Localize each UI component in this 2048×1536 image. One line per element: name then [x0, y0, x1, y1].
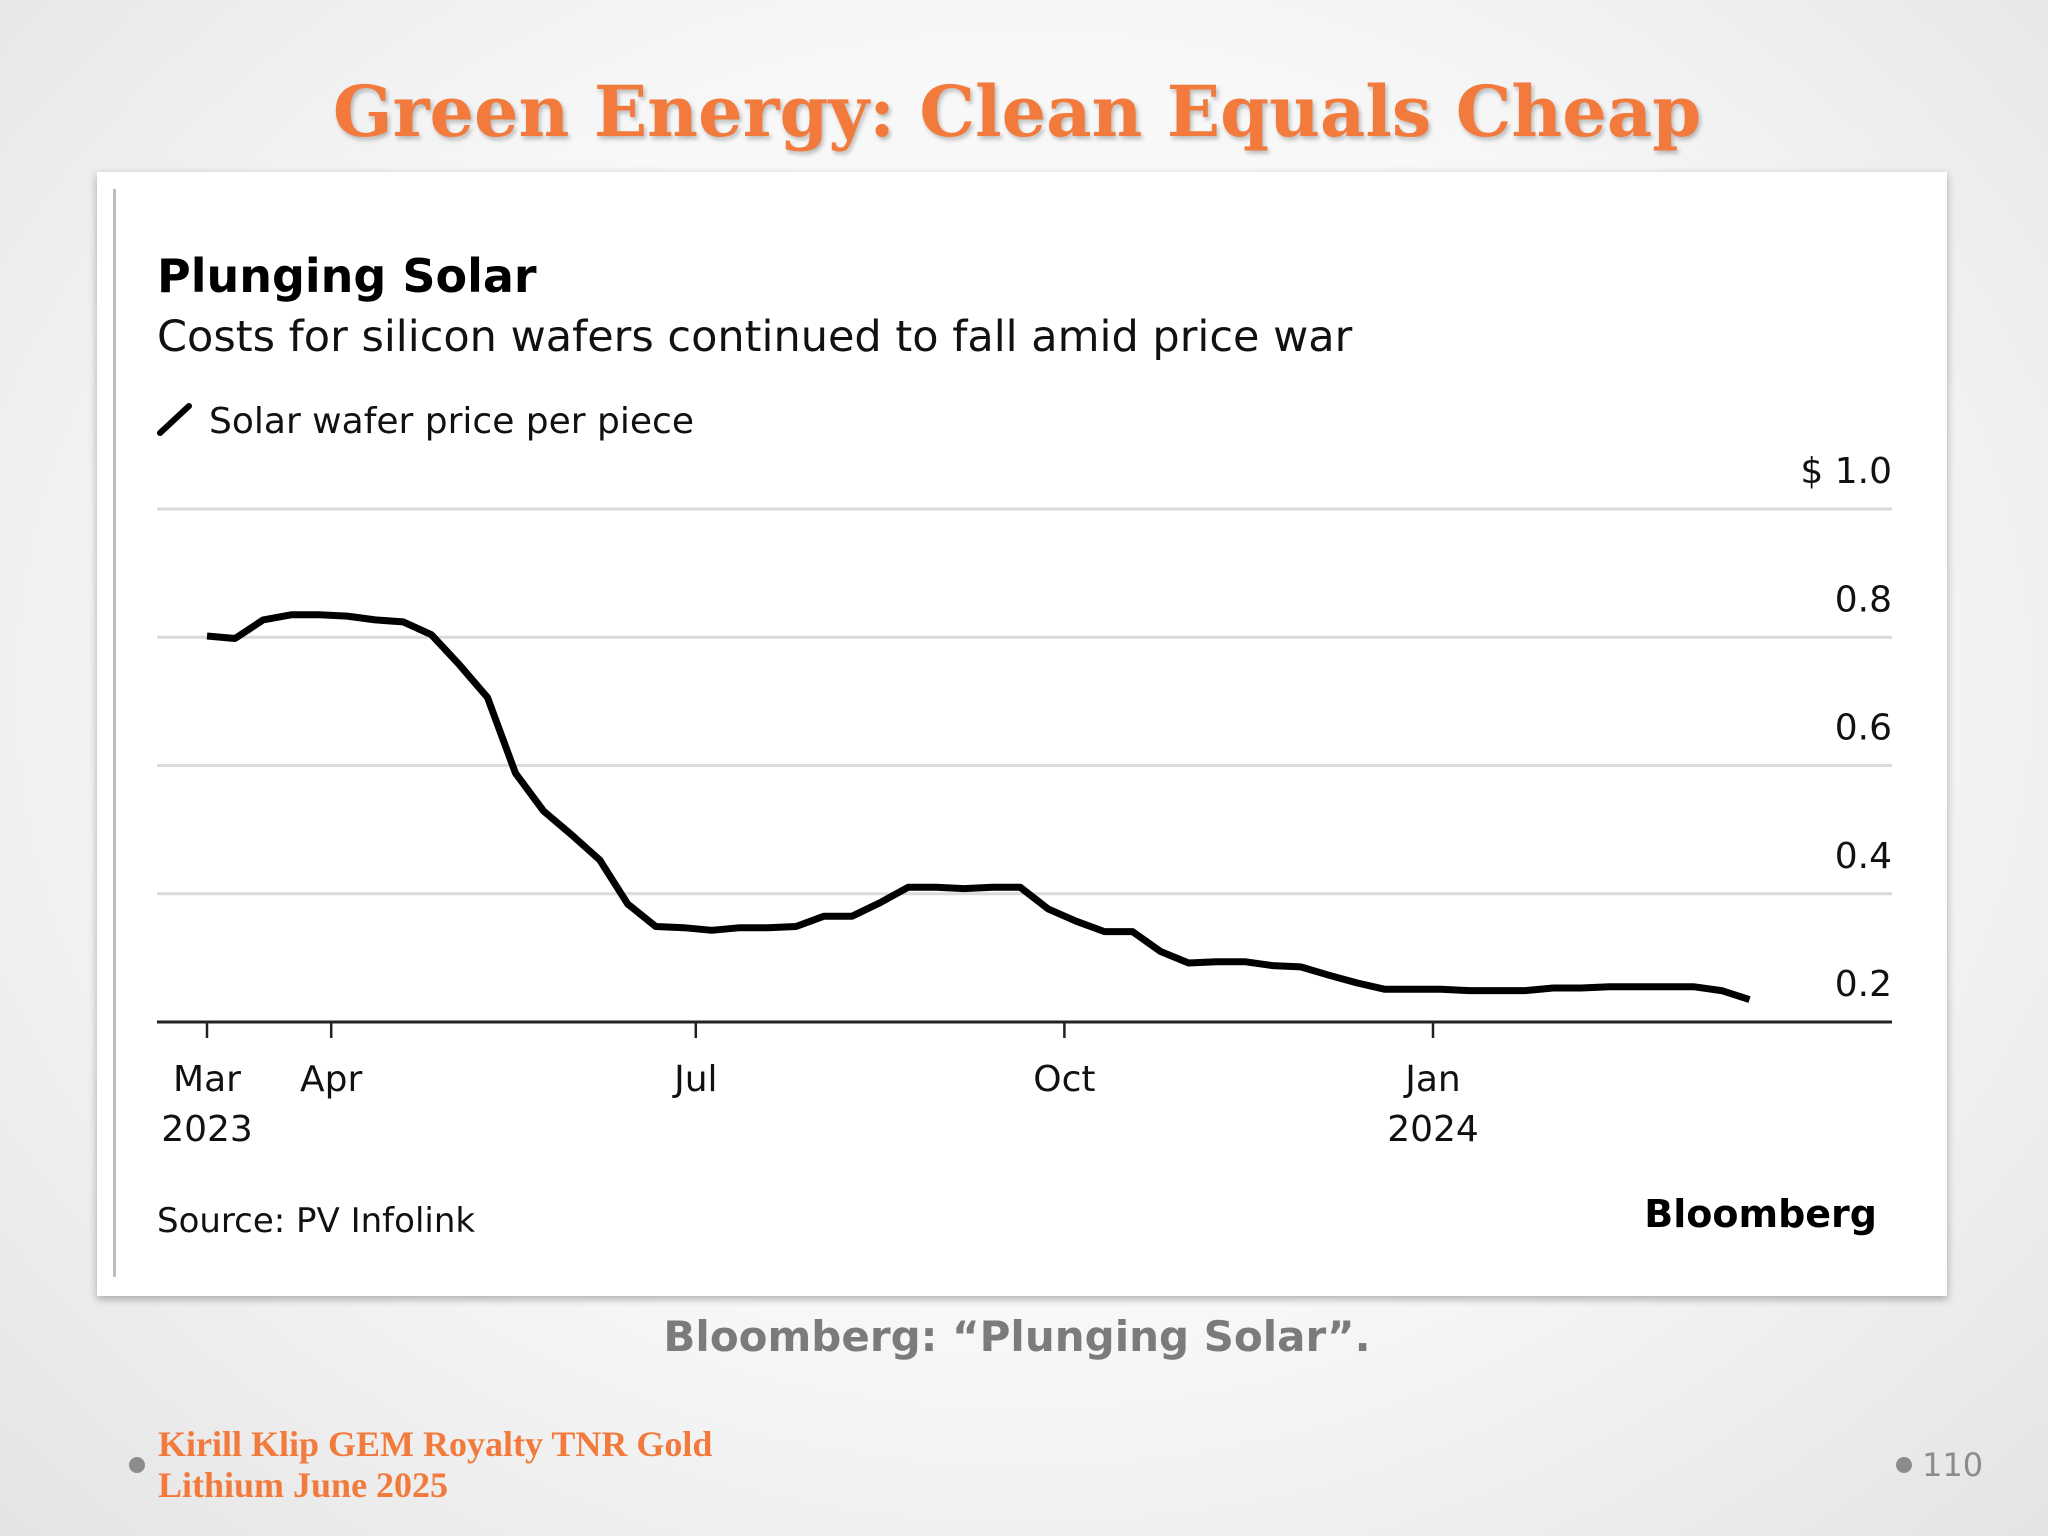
y-tick-label: $ 1.0: [1800, 451, 1892, 492]
chart-source: Source: PV Infolink: [157, 1201, 475, 1241]
x-tick-label: Mar: [173, 1059, 241, 1100]
bloomberg-logo: Bloomberg: [1644, 1192, 1877, 1236]
y-tick-label: 0.8: [1835, 579, 1892, 620]
slide-title: Green Energy: Clean Equals Cheap: [332, 70, 1702, 153]
page-number: 110: [1922, 1446, 1984, 1484]
chart-subtitle: Costs for silicon wafers continued to fa…: [157, 312, 1353, 362]
footer-line-2: Lithium June 2025: [158, 1465, 449, 1505]
page-bullet-icon: [1896, 1457, 1912, 1473]
x-tick-year-label: 2023: [161, 1109, 253, 1150]
y-tick-label: 0.4: [1835, 836, 1892, 877]
x-tick-label: Jul: [672, 1059, 717, 1100]
y-tick-label: 0.6: [1835, 708, 1892, 749]
series-line: [206, 611, 1751, 1003]
chart-card: [97, 172, 1947, 1296]
x-tick-label: Oct: [1033, 1059, 1095, 1100]
legend-label: Solar wafer price per piece: [209, 401, 694, 442]
y-tick-label: 0.2: [1835, 964, 1892, 1005]
legend-line-icon: [157, 403, 192, 436]
footer-credit: Kirill Klip GEM Royalty TNR Gold Lithium…: [158, 1424, 712, 1506]
x-tick-label: Apr: [300, 1059, 362, 1100]
slide-caption: Bloomberg: “Plunging Solar”.: [663, 1312, 1371, 1361]
x-tick-year-label: 2024: [1387, 1109, 1479, 1150]
footer-bullet-icon: [129, 1457, 145, 1473]
x-tick-label: Jan: [1403, 1059, 1461, 1100]
card-left-rule: [113, 189, 116, 1277]
footer-line-1: Kirill Klip GEM Royalty TNR Gold: [158, 1424, 713, 1464]
chart-title: Plunging Solar: [157, 249, 537, 303]
